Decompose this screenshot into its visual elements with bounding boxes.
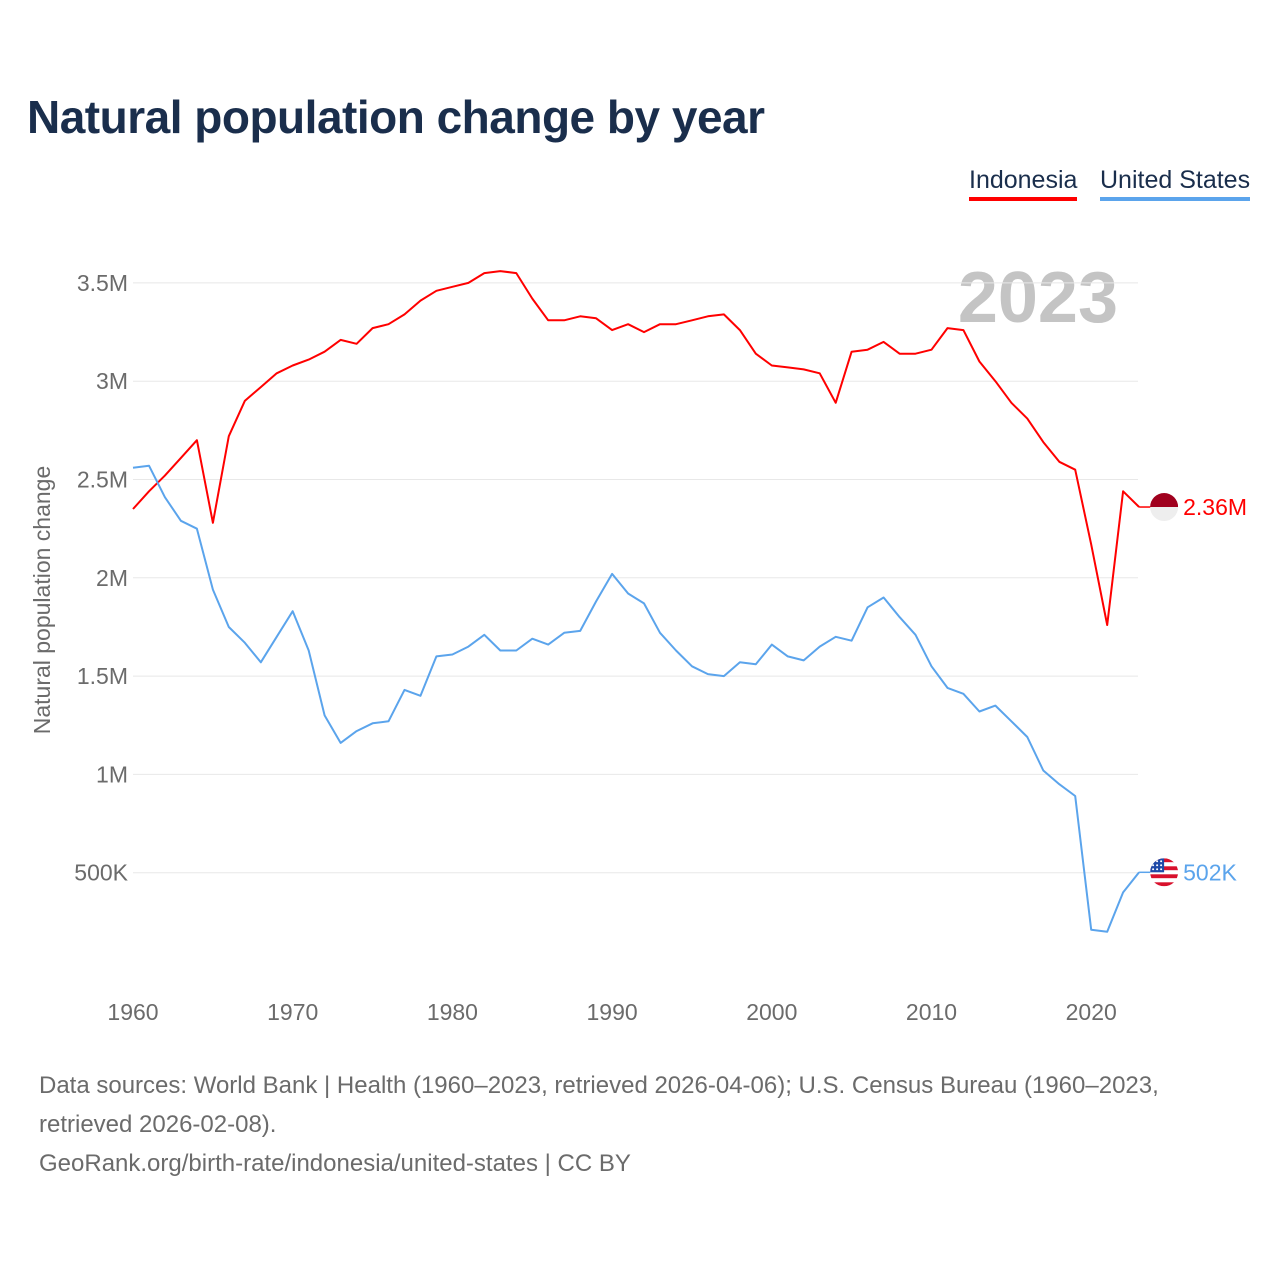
- indonesia-flag-icon: [1150, 493, 1179, 522]
- flag-star: [1156, 868, 1159, 871]
- chart-title: Natural population change by year: [27, 91, 765, 143]
- x-tick-label: 2000: [746, 999, 797, 1025]
- y-tick-label: 1.5M: [77, 663, 128, 689]
- flag-star: [1160, 860, 1163, 863]
- y-tick-label: 2M: [96, 565, 128, 591]
- flag-star: [1152, 860, 1155, 863]
- legend-item-indonesia[interactable]: Indonesia: [969, 166, 1078, 201]
- x-tick-label: 1970: [267, 999, 318, 1025]
- footer: Data sources: World Bank | Health (1960–…: [39, 1066, 1249, 1183]
- flag-white-band: [1150, 507, 1179, 522]
- line-chart: 2023 500K 1M 1.5M 2M 2.5M 3M 3.5M 1960 1970 1980…: [29, 258, 1247, 1025]
- x-tick-label: 1990: [587, 999, 638, 1025]
- flag-stripe: [1150, 882, 1179, 887]
- flag-red-band: [1150, 493, 1179, 508]
- legend-item-united-states[interactable]: United States: [1100, 166, 1251, 201]
- end-value-label: 2.36M: [1183, 494, 1247, 520]
- y-tick-label: 1M: [96, 761, 128, 787]
- y-tick-label: 3.5M: [77, 270, 128, 296]
- x-tick-label: 2020: [1066, 999, 1117, 1025]
- y-tick-label: 3M: [96, 368, 128, 394]
- flag-star: [1156, 860, 1159, 863]
- flag-star: [1160, 868, 1163, 871]
- flag-stripe: [1150, 874, 1179, 879]
- flag-stripe: [1150, 878, 1179, 883]
- flag-star: [1156, 864, 1159, 867]
- flag-star: [1160, 864, 1163, 867]
- data-sources: Data sources: World Bank | Health (1960–…: [39, 1072, 1159, 1138]
- year-watermark: 2023: [958, 258, 1118, 338]
- y-tick-label: 500K: [74, 860, 128, 886]
- attribution-link[interactable]: GeoRank.org/birth-rate/indonesia/united-…: [39, 1150, 631, 1177]
- series-line-indonesia: [132, 270, 1140, 626]
- series-line-united-states: [132, 464, 1140, 933]
- y-axis-label: Natural population change: [29, 466, 55, 735]
- flag-star: [1152, 864, 1155, 867]
- flag-star: [1152, 868, 1155, 871]
- united-states-flag-icon: [1150, 858, 1179, 887]
- flag-body: [1150, 493, 1179, 522]
- x-tick-label: 1960: [107, 999, 158, 1025]
- y-tick-label: 2.5M: [77, 467, 128, 493]
- x-tick-label: 1980: [427, 999, 478, 1025]
- flag-body: [1150, 858, 1179, 887]
- x-tick-label: 2010: [906, 999, 957, 1025]
- end-value-label: 502K: [1183, 859, 1237, 885]
